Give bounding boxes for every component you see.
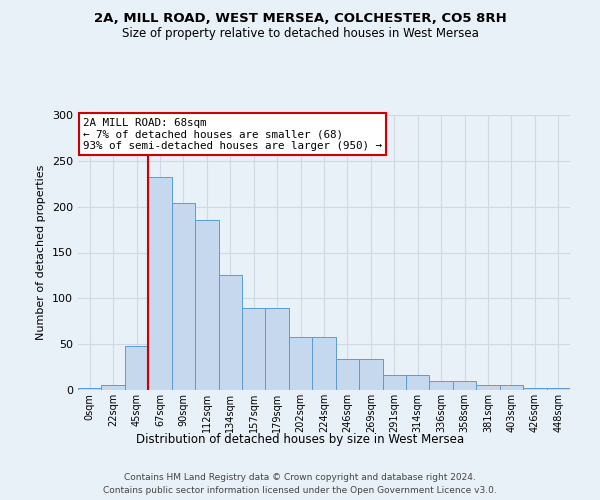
- Bar: [195, 220, 218, 390]
- Bar: [289, 337, 312, 390]
- Y-axis label: Number of detached properties: Number of detached properties: [37, 165, 46, 340]
- Bar: [172, 203, 195, 390]
- Bar: [430, 381, 453, 390]
- Bar: [547, 388, 570, 390]
- Text: Contains HM Land Registry data © Crown copyright and database right 2024.: Contains HM Land Registry data © Crown c…: [124, 472, 476, 482]
- Bar: [312, 337, 336, 390]
- Text: Distribution of detached houses by size in West Mersea: Distribution of detached houses by size …: [136, 432, 464, 446]
- Text: Size of property relative to detached houses in West Mersea: Size of property relative to detached ho…: [122, 28, 478, 40]
- Bar: [453, 381, 476, 390]
- Bar: [406, 376, 430, 390]
- Bar: [242, 308, 265, 390]
- Bar: [125, 346, 148, 390]
- Text: 2A MILL ROAD: 68sqm
← 7% of detached houses are smaller (68)
93% of semi-detache: 2A MILL ROAD: 68sqm ← 7% of detached hou…: [83, 118, 382, 151]
- Bar: [148, 178, 172, 390]
- Bar: [523, 388, 547, 390]
- Bar: [336, 359, 359, 390]
- Bar: [476, 384, 500, 390]
- Bar: [265, 308, 289, 390]
- Bar: [101, 386, 125, 390]
- Bar: [78, 388, 101, 390]
- Bar: [359, 359, 383, 390]
- Bar: [383, 376, 406, 390]
- Bar: [500, 384, 523, 390]
- Text: 2A, MILL ROAD, WEST MERSEA, COLCHESTER, CO5 8RH: 2A, MILL ROAD, WEST MERSEA, COLCHESTER, …: [94, 12, 506, 26]
- Bar: [218, 274, 242, 390]
- Text: Contains public sector information licensed under the Open Government Licence v3: Contains public sector information licen…: [103, 486, 497, 495]
